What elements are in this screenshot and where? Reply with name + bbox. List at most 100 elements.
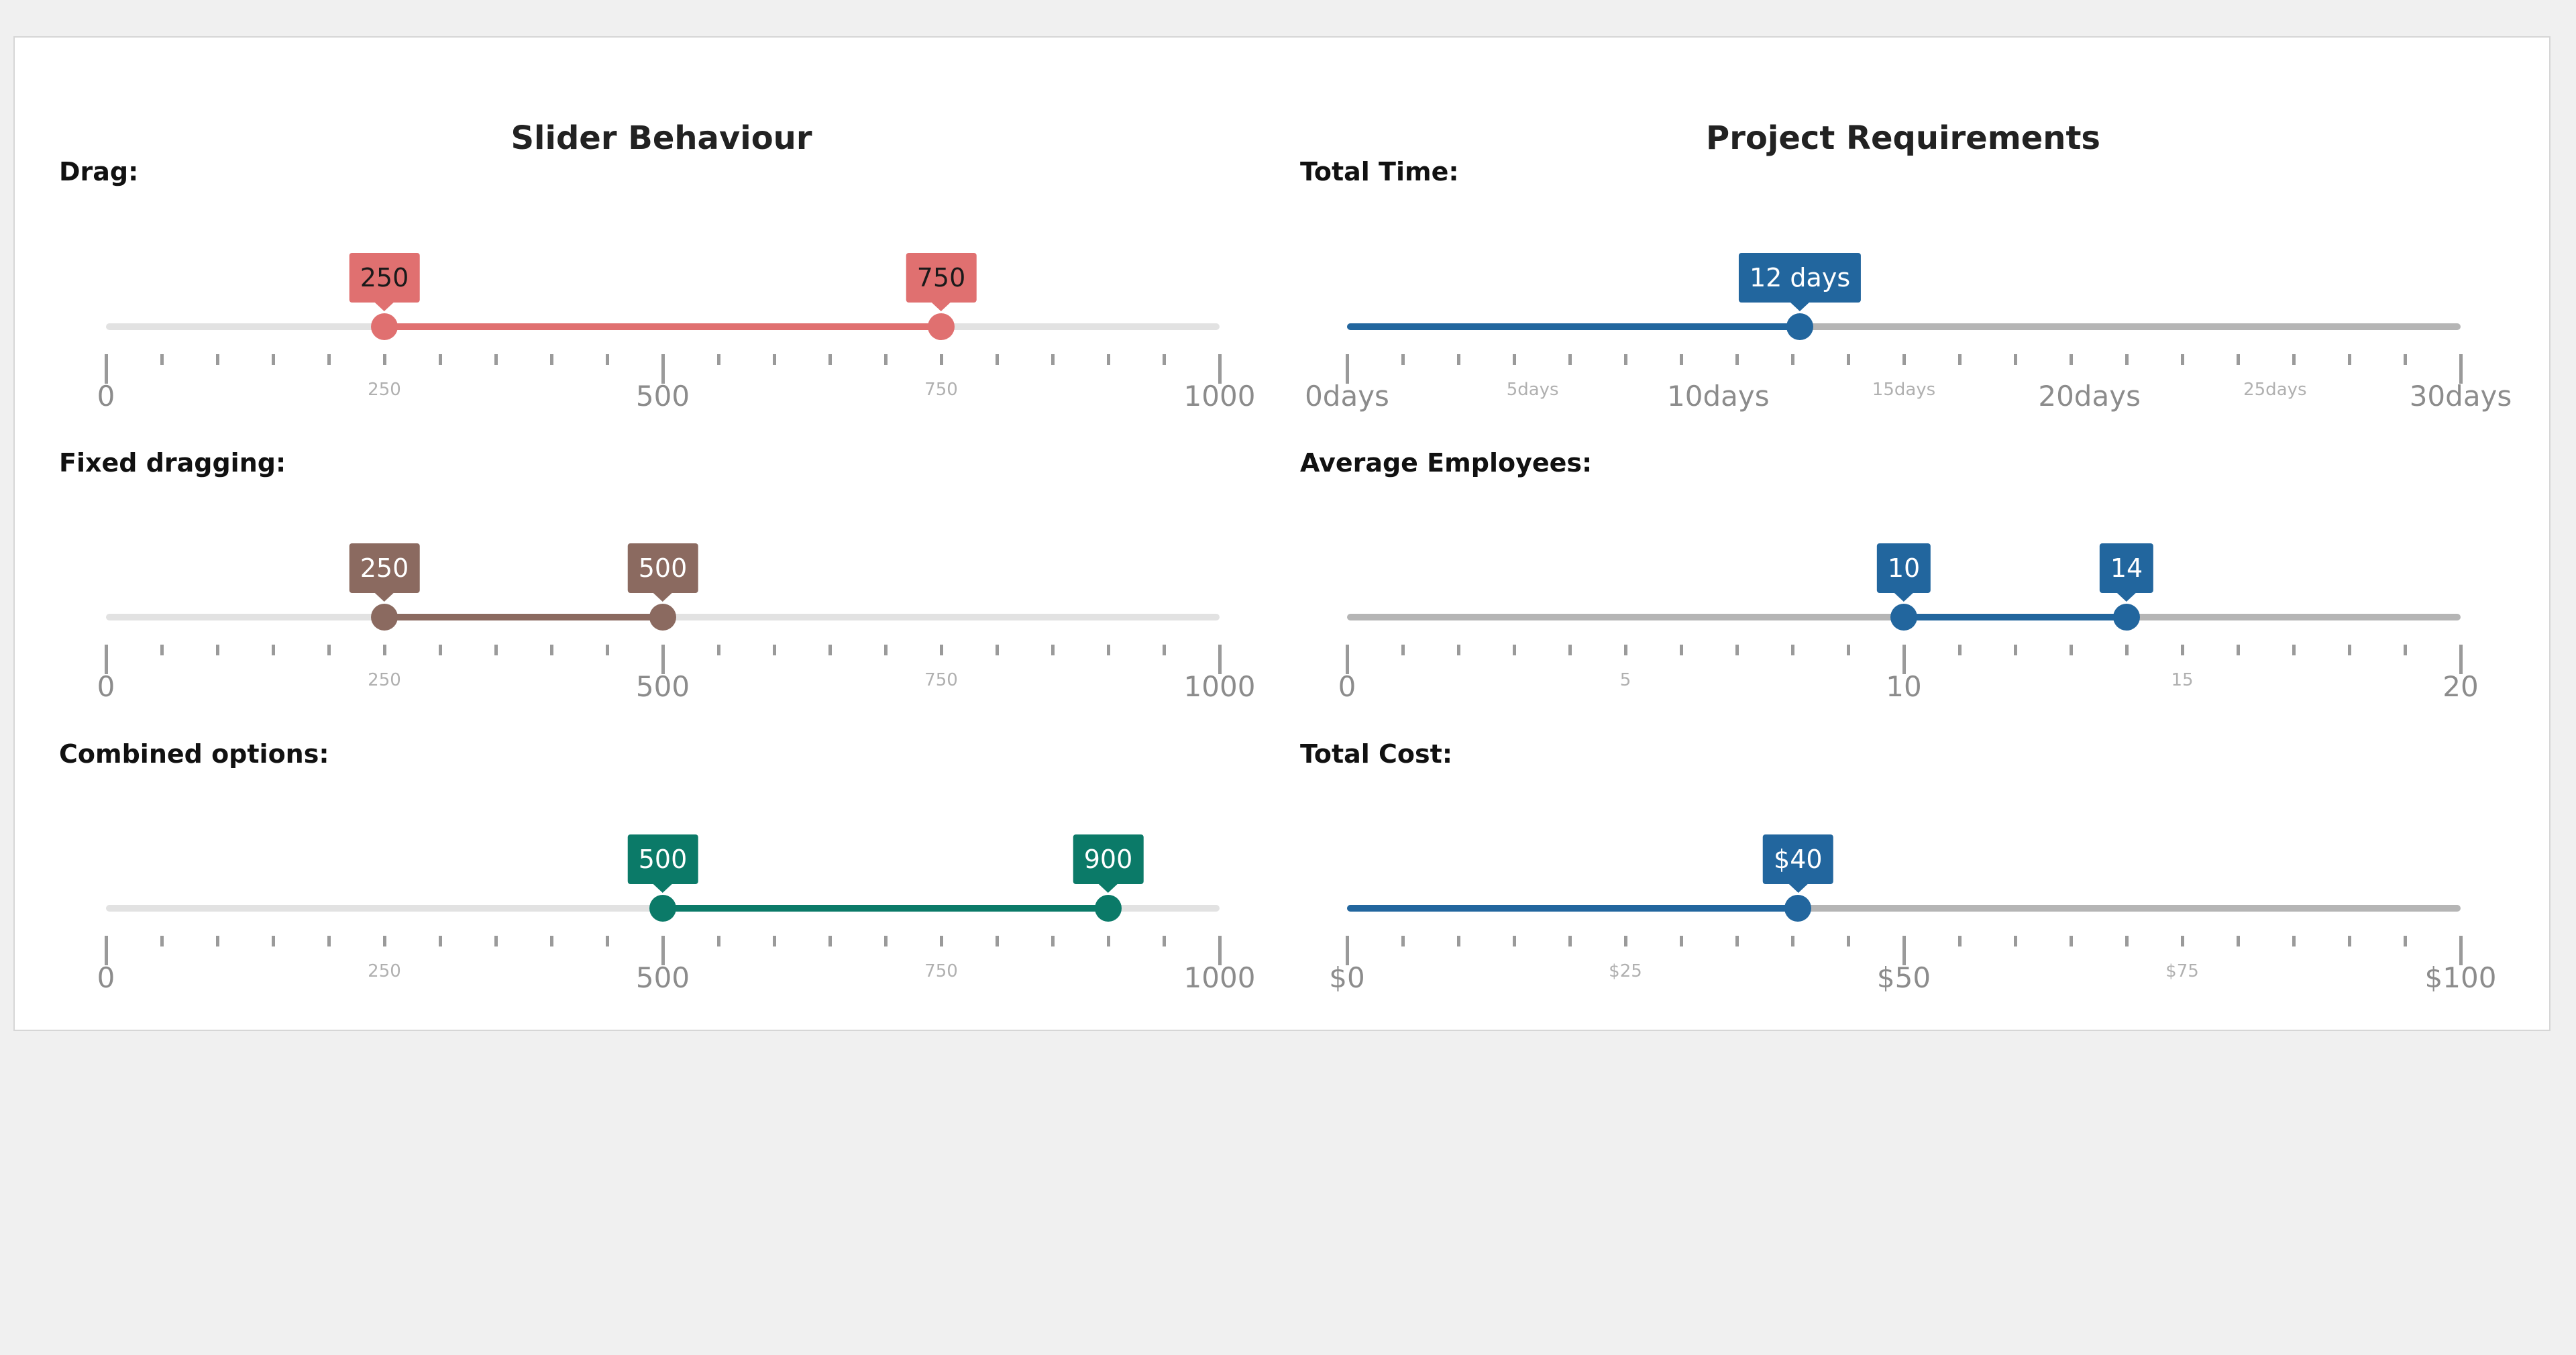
- minor-tick: [717, 936, 720, 946]
- slider-handle[interactable]: [1784, 895, 1812, 922]
- minor-tick: [1457, 936, 1460, 946]
- total-cost-slider[interactable]: $0 $50 $100 $25 $75 $40: [1329, 763, 2496, 994]
- minor-tick: [996, 354, 999, 365]
- minor-tick: [2014, 936, 2017, 946]
- mid-tick-label: 750: [924, 380, 958, 400]
- total-cost-label: Total Cost:: [1300, 739, 1453, 769]
- major-tick-label: 1000: [1183, 961, 1256, 994]
- drag-slider[interactable]: 0 500 1000 250 750 250 750: [97, 181, 1255, 413]
- minor-tick: [2404, 645, 2407, 655]
- minor-tick: [1847, 645, 1850, 655]
- major-tick: [105, 936, 108, 965]
- minor-tick: [828, 354, 832, 365]
- mid-tick-label: 750: [924, 961, 958, 981]
- slider-handle[interactable]: [1786, 313, 1814, 340]
- minor-tick: [2292, 645, 2296, 655]
- mid-tick: [2181, 936, 2184, 946]
- slider-tooltip: $40: [1763, 834, 1833, 893]
- right-panel-title: Project Requirements: [1706, 119, 2100, 157]
- mid-tick-label: 5days: [1506, 380, 1559, 400]
- average-employees-slider[interactable]: 0 10 20 5 15 10 14: [1338, 472, 2479, 703]
- minor-tick: [2014, 645, 2017, 655]
- slider-handle[interactable]: [1890, 604, 1917, 631]
- slider-handle[interactable]: [649, 604, 676, 631]
- major-tick: [1902, 936, 1906, 965]
- mid-tick-label: 25days: [2243, 380, 2307, 400]
- minor-tick: [1735, 354, 1739, 365]
- minor-tick: [717, 354, 720, 365]
- major-tick-label: 0days: [1305, 380, 1389, 413]
- major-tick: [2459, 645, 2463, 674]
- minor-tick: [1680, 645, 1683, 655]
- major-tick: [1346, 354, 1349, 384]
- minor-tick: [2404, 936, 2407, 946]
- minor-tick: [1457, 354, 1460, 365]
- minor-tick: [1791, 354, 1794, 365]
- slider-selection: [1904, 614, 2127, 620]
- minor-tick: [717, 645, 720, 655]
- minor-tick: [2125, 354, 2129, 365]
- combined-options-slider[interactable]: 0 500 1000 250 750 500 900: [97, 763, 1255, 994]
- major-tick-label: 0: [1338, 670, 1356, 703]
- mid-tick: [383, 645, 386, 655]
- fixed-dragging-slider[interactable]: 0 500 1000 250 750 250 500: [97, 472, 1255, 703]
- slider-track[interactable]: [1347, 905, 2461, 912]
- major-tick: [105, 645, 108, 674]
- mid-tick-label: $25: [1609, 961, 1642, 981]
- minor-tick: [996, 936, 999, 946]
- minor-tick: [1680, 354, 1683, 365]
- minor-tick: [2125, 936, 2129, 946]
- slider-track[interactable]: [1347, 323, 2461, 330]
- slider-handle[interactable]: [2113, 604, 2140, 631]
- minor-tick: [1624, 354, 1627, 365]
- minor-tick: [1735, 936, 1739, 946]
- major-tick: [2459, 936, 2463, 965]
- mid-tick-label: $75: [2165, 961, 2199, 981]
- major-tick-label: $50: [1876, 961, 1931, 994]
- mid-tick: [940, 645, 943, 655]
- average-employees-label: Average Employees:: [1300, 448, 1593, 478]
- minor-tick: [1051, 354, 1055, 365]
- minor-tick: [1680, 936, 1683, 946]
- minor-tick: [1958, 645, 1962, 655]
- minor-tick: [996, 645, 999, 655]
- minor-tick: [272, 354, 275, 365]
- major-tick: [1218, 645, 1222, 674]
- minor-tick: [1163, 936, 1166, 946]
- slider-handle[interactable]: [928, 313, 955, 340]
- minor-tick: [2292, 936, 2296, 946]
- slider-handle[interactable]: [649, 895, 676, 922]
- minor-tick: [884, 354, 888, 365]
- minor-tick: [1513, 354, 1516, 365]
- slider-tooltip: 900: [1073, 834, 1144, 893]
- mid-tick: [940, 936, 943, 946]
- total-time-slider[interactable]: 0days 10days 20days 30days 5days 15days 25days…: [1305, 181, 2512, 413]
- major-tick-label: 30days: [2409, 380, 2512, 413]
- minor-tick: [1568, 645, 1572, 655]
- slider-handle[interactable]: [371, 604, 398, 631]
- mid-tick: [940, 354, 943, 365]
- minor-tick: [606, 645, 609, 655]
- minor-tick: [2348, 645, 2351, 655]
- total-time-label: Total Time:: [1300, 157, 1459, 186]
- slider-handle[interactable]: [371, 313, 398, 340]
- minor-tick: [439, 354, 442, 365]
- major-tick-label: 1000: [1183, 670, 1256, 703]
- minor-tick: [272, 645, 275, 655]
- minor-tick: [1163, 645, 1166, 655]
- slider-tooltip: 500: [627, 834, 698, 893]
- minor-tick: [2292, 354, 2296, 365]
- major-tick: [661, 354, 665, 384]
- slider-tooltip: 12 days: [1738, 253, 1862, 311]
- minor-tick: [494, 645, 498, 655]
- mid-tick-label: 750: [924, 670, 958, 690]
- slider-tooltip: 750: [906, 253, 977, 311]
- minor-tick: [1457, 645, 1460, 655]
- minor-tick: [2181, 354, 2184, 365]
- minor-tick: [272, 936, 275, 946]
- mid-tick: [1624, 936, 1627, 946]
- minor-tick: [216, 936, 219, 946]
- slider-handle[interactable]: [1095, 895, 1122, 922]
- major-tick-label: 20days: [2038, 380, 2141, 413]
- mid-tick: [383, 936, 386, 946]
